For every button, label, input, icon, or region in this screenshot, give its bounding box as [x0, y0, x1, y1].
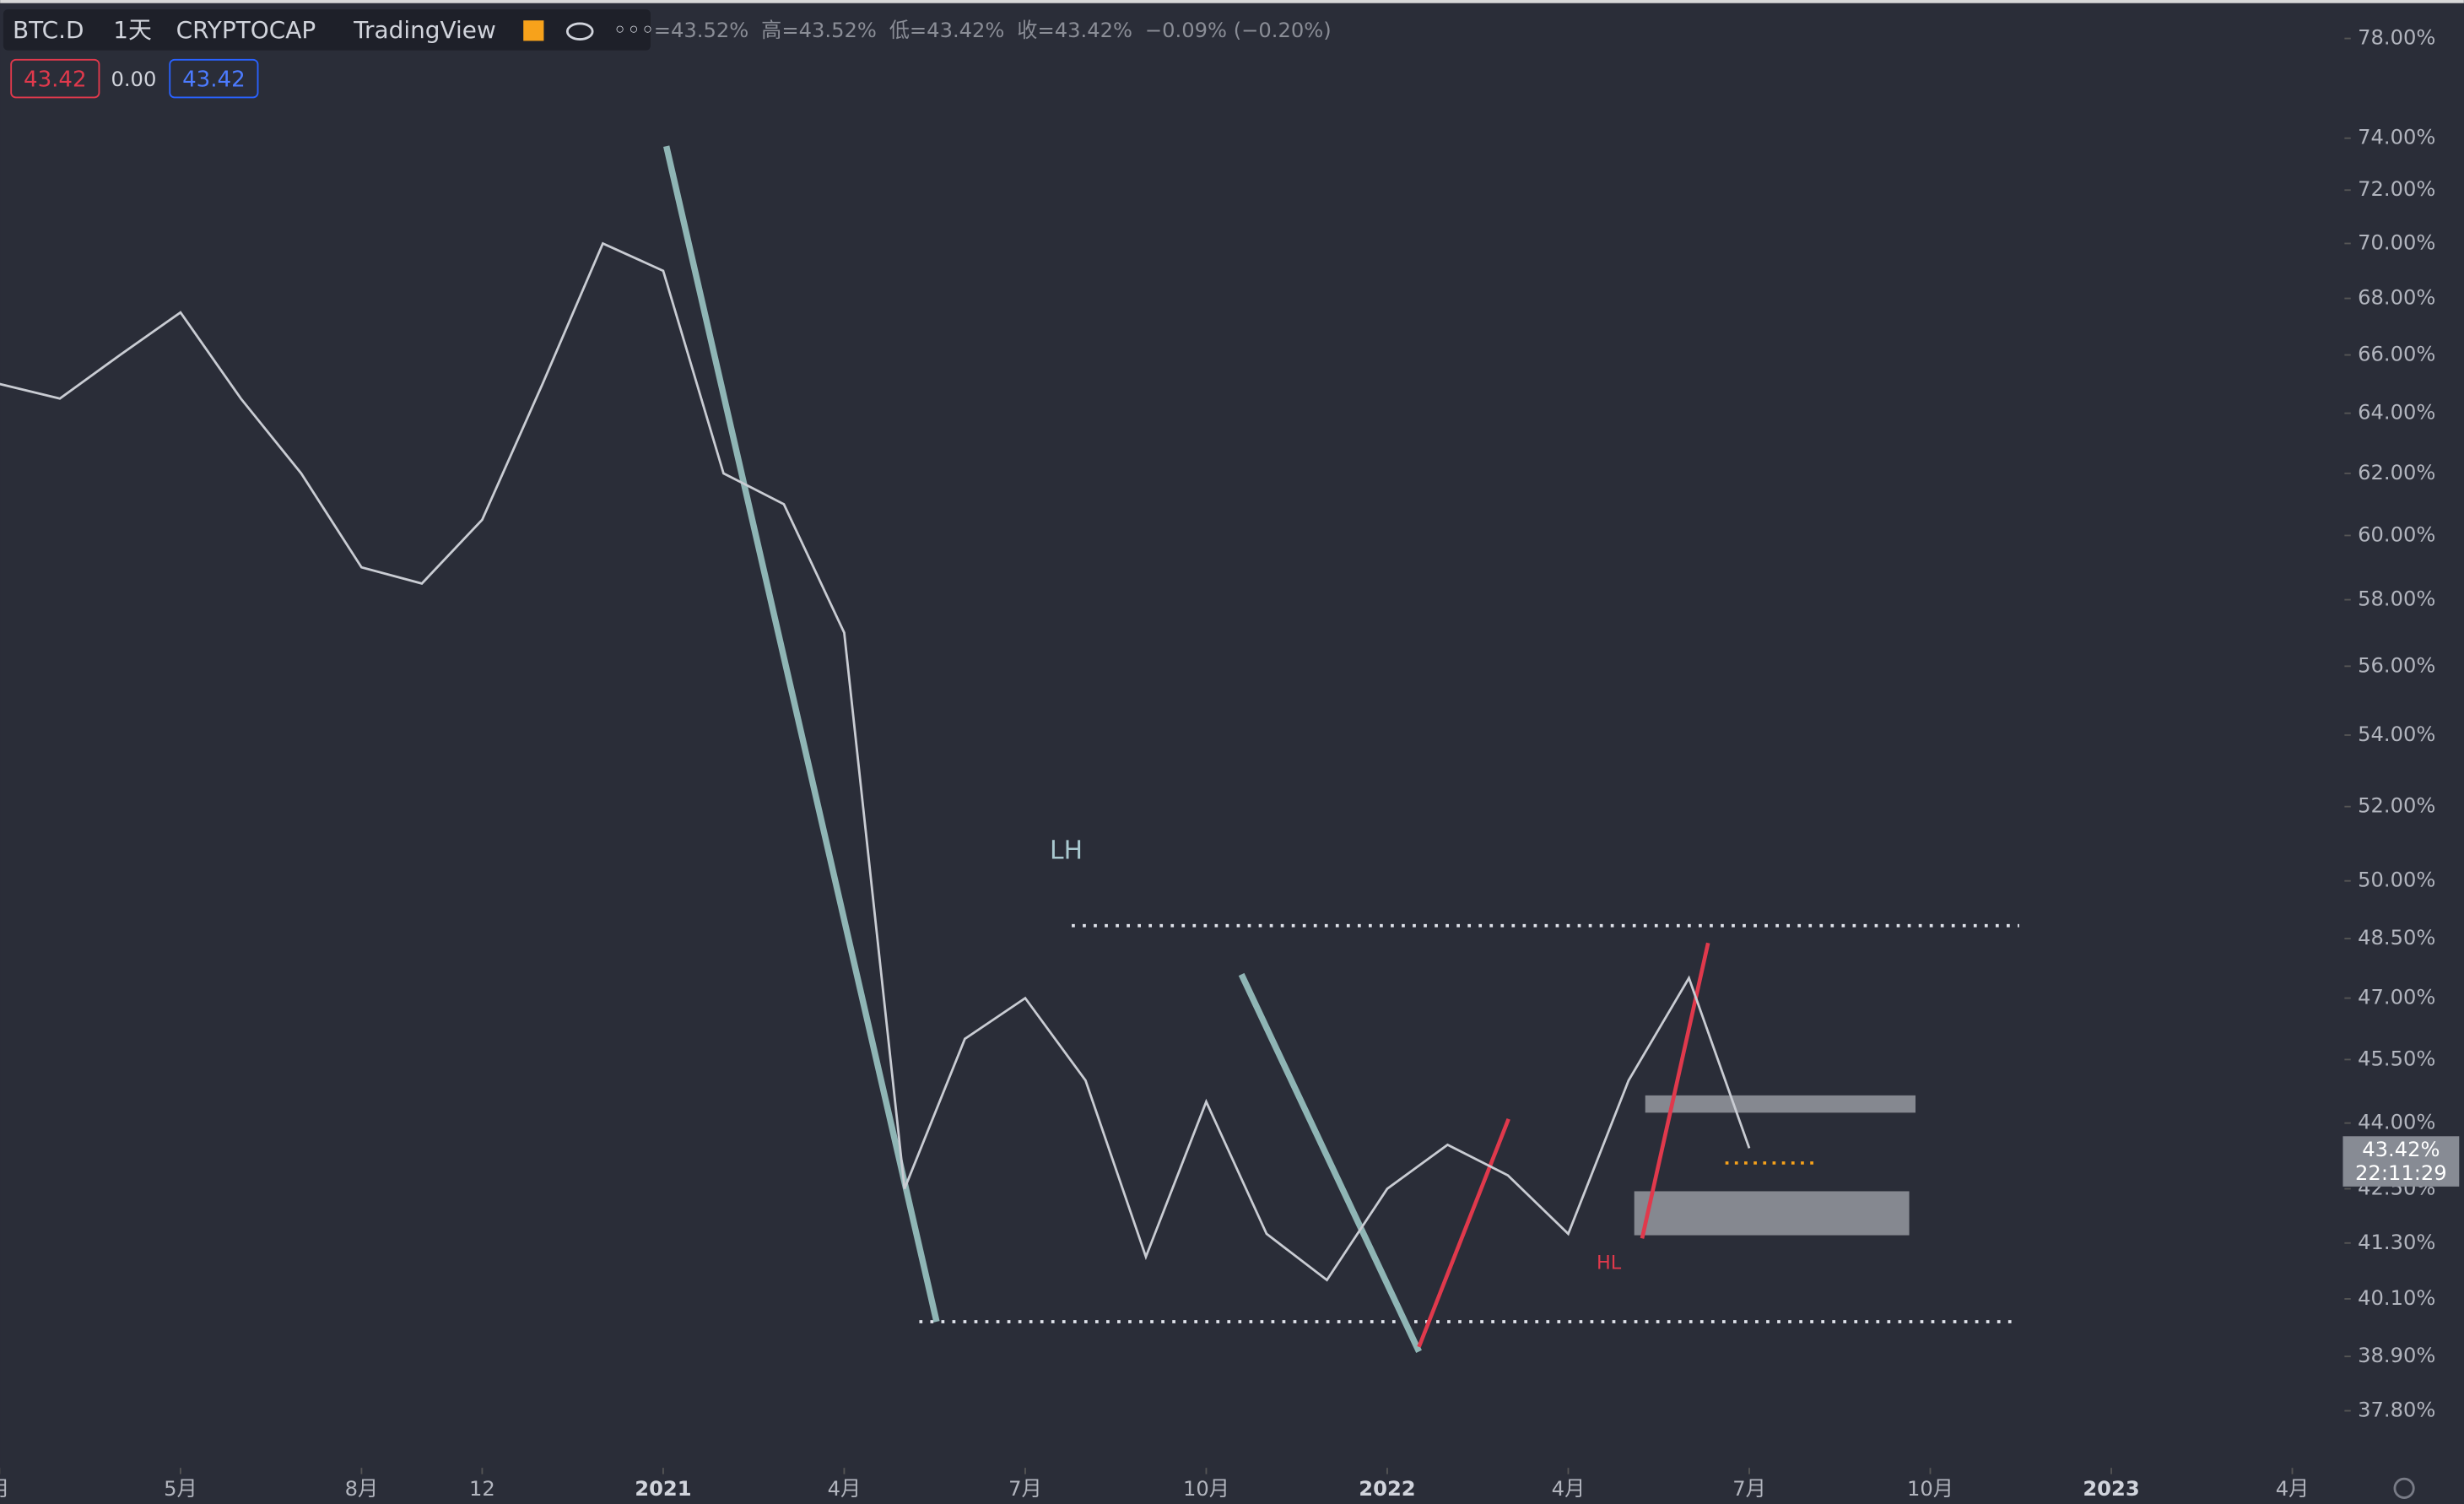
y-tick-label: 72.00%: [2358, 177, 2435, 201]
ohlc-value: −0.09% (−0.20%): [1145, 19, 1332, 42]
last-price: 43.42%: [2362, 1138, 2440, 1161]
settings-button[interactable]: [2393, 1477, 2415, 1499]
exchange: CRYPTOCAP: [176, 16, 316, 44]
annotation: HL: [1597, 1252, 1622, 1274]
source: TradingView: [353, 16, 496, 44]
x-tick-label: 4月: [1552, 1477, 1586, 1501]
y-tick-label: 44.00%: [2358, 1111, 2435, 1134]
trendline: [1640, 942, 1710, 1239]
y-tick-label: 58.00%: [2358, 587, 2435, 611]
trendline: [663, 145, 940, 1323]
y-tick-label: 52.00%: [2358, 794, 2435, 818]
y-tick-label: 50.00%: [2358, 868, 2435, 892]
x-tick-label: 4月: [2276, 1477, 2310, 1501]
x-tick-label: 7月: [1008, 1477, 1042, 1501]
x-tick-label: 2022: [1359, 1477, 1415, 1501]
y-tick-label: 45.50%: [2358, 1047, 2435, 1070]
x-tick-label: 7月: [1732, 1477, 1766, 1501]
y-tick-label: 56.00%: [2358, 653, 2435, 677]
x-tick-label: 2021: [635, 1477, 691, 1501]
y-tick-label: 37.80%: [2358, 1399, 2435, 1422]
more-button[interactable]: ◦◦◦: [613, 16, 654, 44]
y-tick-label: 47.00%: [2358, 986, 2435, 1009]
x-tick-label: 12: [469, 1477, 495, 1501]
y-tick-label: 70.00%: [2358, 230, 2435, 254]
x-tick-label: 2023: [2083, 1477, 2139, 1501]
trendline: [1417, 1117, 1510, 1348]
plot: 78.00% 74.00% 72.00% 70.00% 68.00% 66.00% 64.0…: [0, 26, 2435, 1501]
x-tick-label: 10月: [1183, 1477, 1229, 1501]
x-tick-label: 8月: [345, 1477, 379, 1501]
ohlc-value: 收=43.42%: [1017, 19, 1132, 42]
y-tick-label: 54.00%: [2358, 722, 2435, 746]
top-border: [0, 0, 2464, 3]
y-tick-label: 40.10%: [2358, 1286, 2435, 1310]
x-tick-label: 4月: [828, 1477, 862, 1501]
y-tick-label: 62.00%: [2358, 461, 2435, 484]
sell-price[interactable]: 43.42: [24, 67, 87, 92]
ohlc-value: =43.52%: [654, 19, 749, 42]
x-tick-label: 10月: [1907, 1477, 1953, 1501]
y-tick-label: 48.50%: [2358, 926, 2435, 949]
ohlc: =43.52% 高=43.52% 低=43.42% 收=43.42% −0.09% (−…: [654, 19, 1332, 42]
y-tick-label: 78.00%: [2358, 26, 2435, 50]
y-tick-label: 41.30%: [2358, 1231, 2435, 1254]
zone: [1645, 1095, 1916, 1113]
logo[interactable]: [523, 20, 544, 41]
y-tick-label: 64.00%: [2358, 401, 2435, 425]
visibility-toggle[interactable]: [565, 22, 594, 41]
x-tick-label: 月: [0, 1477, 9, 1501]
y-tick-label: 74.00%: [2358, 126, 2435, 149]
annotation: LH: [1050, 836, 1083, 866]
sell-button[interactable]: [10, 58, 100, 99]
drawings: LH HL: [663, 145, 2019, 1353]
price-line: [0, 241, 1751, 1282]
x-tick-label: 5月: [164, 1477, 197, 1501]
y-tick-label: 66.00%: [2358, 343, 2435, 366]
y-tick-label: 68.00%: [2358, 286, 2435, 310]
ohlc-value: 低=43.42%: [889, 19, 1005, 42]
trendline: [1238, 972, 1422, 1353]
zone: [1634, 1191, 1910, 1236]
y-tick-label: 38.90%: [2358, 1344, 2435, 1367]
ohlc-value: 高=43.52%: [761, 19, 877, 42]
y-tick-label: 60.00%: [2358, 522, 2435, 546]
symbol: BTC.D: [13, 16, 84, 44]
countdown: 22:11:29: [2355, 1161, 2447, 1185]
spread: 0.00: [111, 68, 156, 91]
buy-price[interactable]: 43.42: [182, 67, 246, 92]
buy-button[interactable]: [169, 58, 259, 99]
interval: 1天: [113, 16, 152, 44]
legend-bar: [3, 9, 651, 51]
price-tag: [2342, 1136, 2460, 1187]
